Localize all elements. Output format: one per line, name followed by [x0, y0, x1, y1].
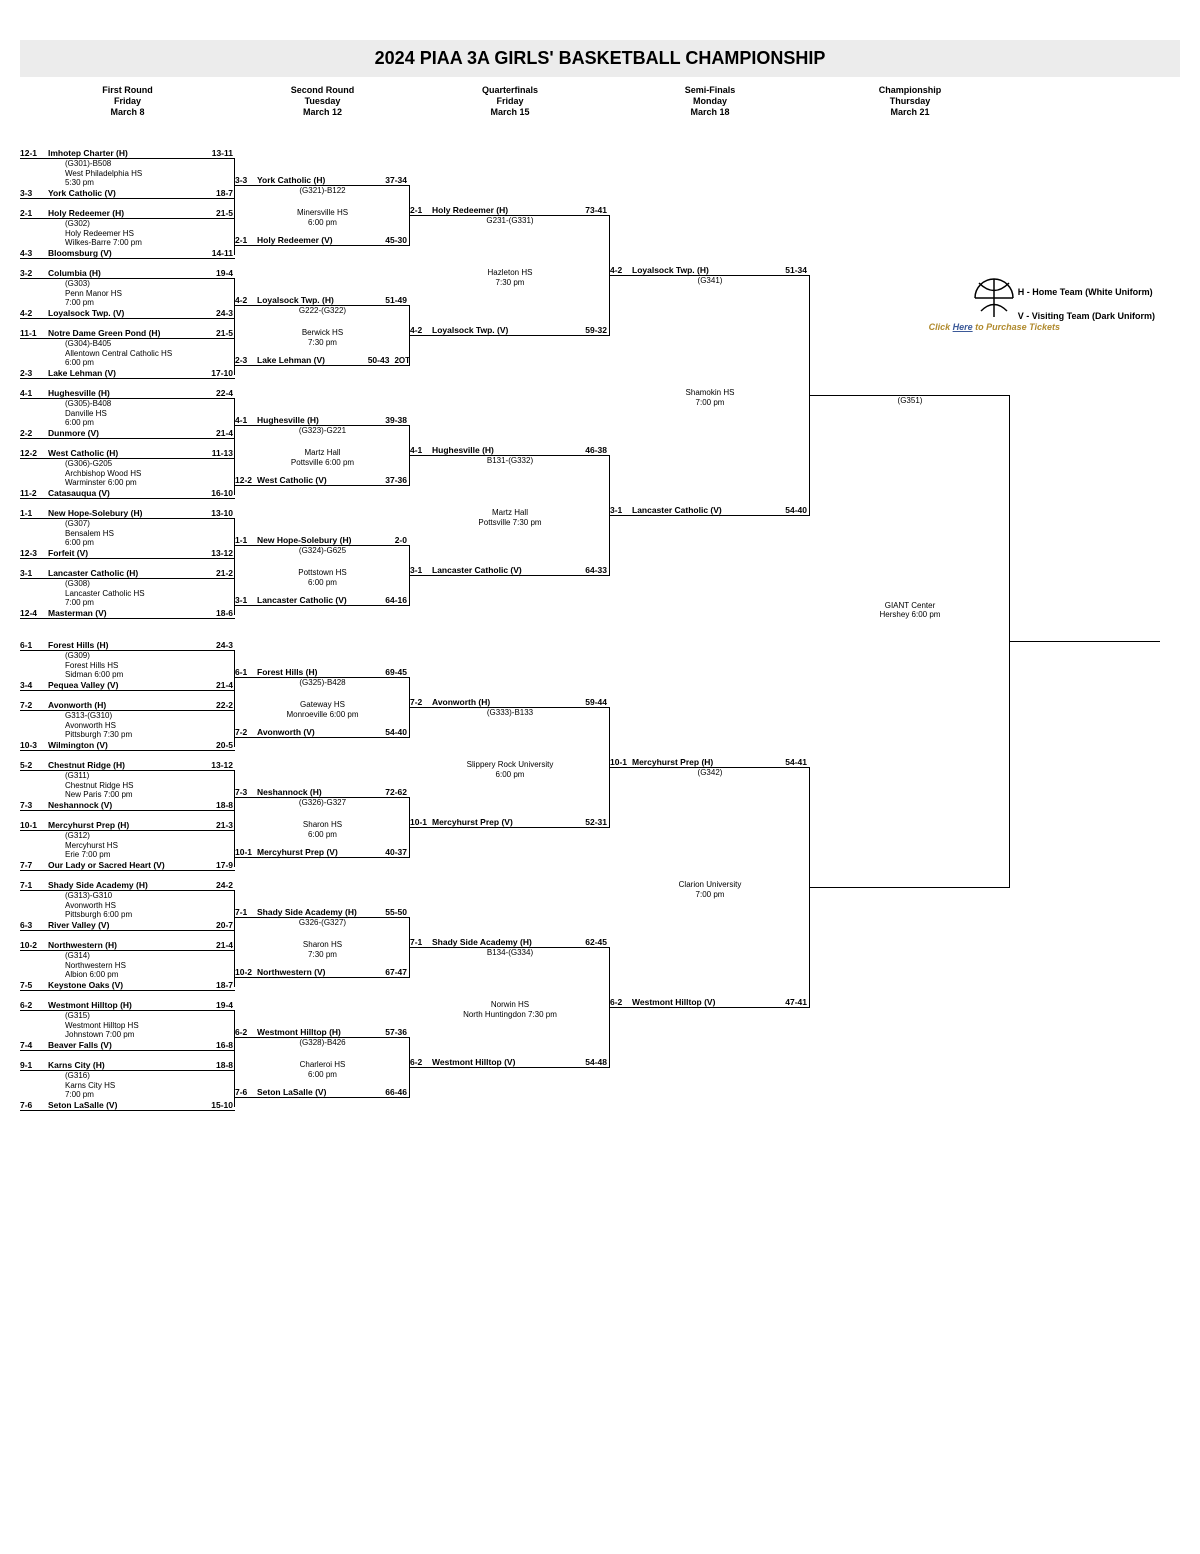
champion-line — [1010, 630, 1160, 642]
team-line: 2-1Holy Redeemer (H)21-5 — [20, 207, 235, 219]
team-line: 10-2Northwestern (V)67-47 — [235, 966, 410, 978]
team-line: 7-1Shady Side Academy (H)62-45 — [410, 936, 610, 948]
r1-game: 6-1Forest Hills (H)24-3(G309)Forest Hill… — [20, 639, 235, 691]
r1-game: 11-1Notre Dame Green Pond (H)21-5(G304)-… — [20, 327, 235, 379]
team-line: 7-6Seton LaSalle (V)66-46 — [235, 1086, 410, 1098]
team-line: 2-3Lake Lehman (V)50-432OT — [235, 354, 410, 366]
team-line: 7-4Beaver Falls (V)16-8 — [20, 1039, 235, 1051]
team-line: 3-1Lancaster Catholic (V)64-16 — [235, 594, 410, 606]
team-line: 1-1New Hope-Solebury (H)13-10 — [20, 507, 235, 519]
team-line: 12-3Forfeit (V)13-12 — [20, 547, 235, 559]
team-line: 6-1Forest Hills (H)69-45 — [235, 666, 410, 678]
team-line: 3-3York Catholic (V)18-7 — [20, 187, 235, 199]
header-r2: Second RoundTuesdayMarch 12 — [235, 85, 410, 117]
team-line: 10-1Mercyhurst Prep (V)40-37 — [235, 846, 410, 858]
team-line: 7-3Neshannock (V)18-8 — [20, 799, 235, 811]
r1-game: 10-1Mercyhurst Prep (H)21-3(G312)Mercyhu… — [20, 819, 235, 871]
bracket-page: 2024 PIAA 3A GIRLS' BASKETBALL CHAMPIONS… — [0, 0, 1200, 1247]
round-headers: First RoundFridayMarch 8 Second RoundTue… — [20, 85, 1180, 117]
team-line: 12-2West Catholic (V)37-36 — [235, 474, 410, 486]
team-line: 10-1Mercyhurst Prep (H)21-3 — [20, 819, 235, 831]
team-line: 4-2Loyalsock Twp. (H)51-49 — [235, 294, 410, 306]
team-line: 6-1Forest Hills (H)24-3 — [20, 639, 235, 651]
r1-game: 9-1Karns City (H)18-8(G316)Karns City HS… — [20, 1059, 235, 1111]
header-r1: First RoundFridayMarch 8 — [20, 85, 235, 117]
team-line: 7-5Keystone Oaks (V)18-7 — [20, 979, 235, 991]
team-line: 4-2Loyalsock Twp. (V)59-32 — [410, 324, 610, 336]
team-line: 7-2Avonworth (V)54-40 — [235, 726, 410, 738]
team-line: 2-1Holy Redeemer (V)45-30 — [235, 234, 410, 246]
team-line: 4-2Loyalsock Twp. (V)24-3 — [20, 307, 235, 319]
team-line: 10-3Wilmington (V)20-5 — [20, 739, 235, 751]
team-line: 2-2Dunmore (V)21-4 — [20, 427, 235, 439]
team-line: 12-4Masterman (V)18-6 — [20, 607, 235, 619]
team-line: 6-2Westmont Hilltop (V)47-41 — [610, 996, 810, 1008]
team-line: 4-2Loyalsock Twp. (H)51-34 — [610, 264, 810, 276]
r1-game: 12-2West Catholic (H)11-13(G306)-G205Arc… — [20, 447, 235, 499]
team-line — [810, 384, 1010, 396]
header-r4: Semi-FinalsMondayMarch 18 — [610, 85, 810, 117]
team-line: 7-6Seton LaSalle (V)15-10 — [20, 1099, 235, 1111]
r1-game: 7-2Avonworth (H)22-2G313-(G310)Avonworth… — [20, 699, 235, 751]
team-line: 6-2Westmont Hilltop (H)19-4 — [20, 999, 235, 1011]
team-line: 7-2Avonworth (H)59-44 — [410, 696, 610, 708]
header-r5: ChampionshipThursdayMarch 21 — [810, 85, 1010, 117]
r1-game: 6-2Westmont Hilltop (H)19-4(G315)Westmon… — [20, 999, 235, 1051]
r1-game: 12-1Imhotep Charter (H)13-11(G301)-B508W… — [20, 147, 235, 199]
team-line: 10-2Northwestern (H)21-4 — [20, 939, 235, 951]
team-line: 11-2Catasauqua (V)16-10 — [20, 487, 235, 499]
team-line: 10-1Mercyhurst Prep (H)54-41 — [610, 756, 810, 768]
r1-game: 3-1Lancaster Catholic (H)21-2(G308)Lanca… — [20, 567, 235, 619]
team-line: 3-1Lancaster Catholic (V)64-33 — [410, 564, 610, 576]
bracket: 12-1Imhotep Charter (H)13-11(G301)-B508W… — [20, 127, 1180, 1227]
team-line: 7-1Shady Side Academy (H)55-50 — [235, 906, 410, 918]
team-line: 7-7Our Lady or Sacred Heart (V)17-9 — [20, 859, 235, 871]
team-line — [810, 876, 1010, 888]
team-line: 6-3River Valley (V)20-7 — [20, 919, 235, 931]
team-line: 6-2Westmont Hilltop (H)57-36 — [235, 1026, 410, 1038]
r1-game: 2-1Holy Redeemer (H)21-5(G302)Holy Redee… — [20, 207, 235, 259]
page-title: 2024 PIAA 3A GIRLS' BASKETBALL CHAMPIONS… — [20, 40, 1180, 77]
team-line: 3-4Pequea Valley (V)21-4 — [20, 679, 235, 691]
team-line: 5-2Chestnut Ridge (H)13-12 — [20, 759, 235, 771]
team-line: 4-3Bloomsburg (V)14-11 — [20, 247, 235, 259]
team-line: 6-2Westmont Hilltop (V)54-48 — [410, 1056, 610, 1068]
team-line: 12-2West Catholic (H)11-13 — [20, 447, 235, 459]
team-line: 12-1Imhotep Charter (H)13-11 — [20, 147, 235, 159]
team-line: 4-1Hughesville (H)22-4 — [20, 387, 235, 399]
team-line: 7-3Neshannock (H)72-62 — [235, 786, 410, 798]
team-line: 7-1Shady Side Academy (H)24-2 — [20, 879, 235, 891]
r1-game: 3-2Columbia (H)19-4(G303)Penn Manor HS7:… — [20, 267, 235, 319]
team-line: 2-1Holy Redeemer (H)73-41 — [410, 204, 610, 216]
r1-game: 1-1New Hope-Solebury (H)13-10(G307)Bensa… — [20, 507, 235, 559]
team-line: 2-3Lake Lehman (V)17-10 — [20, 367, 235, 379]
team-line: 4-1Hughesville (H)39-38 — [235, 414, 410, 426]
team-line: 4-1Hughesville (H)46-38 — [410, 444, 610, 456]
header-r3: QuarterfinalsFridayMarch 15 — [410, 85, 610, 117]
team-line: 7-2Avonworth (H)22-2 — [20, 699, 235, 711]
team-line: 9-1Karns City (H)18-8 — [20, 1059, 235, 1071]
team-line: 11-1Notre Dame Green Pond (H)21-5 — [20, 327, 235, 339]
team-line: 3-1Lancaster Catholic (H)21-2 — [20, 567, 235, 579]
team-line: 3-3York Catholic (H)37-34 — [235, 174, 410, 186]
team-line: 1-1New Hope-Solebury (H)2-0 — [235, 534, 410, 546]
r1-game: 7-1Shady Side Academy (H)24-2(G313)-G310… — [20, 879, 235, 931]
team-line: 3-1Lancaster Catholic (V)54-40 — [610, 504, 810, 516]
r1-game: 5-2Chestnut Ridge (H)13-12(G311)Chestnut… — [20, 759, 235, 811]
team-line: 10-1Mercyhurst Prep (V)52-31 — [410, 816, 610, 828]
team-line: 3-2Columbia (H)19-4 — [20, 267, 235, 279]
r1-game: 10-2Northwestern (H)21-4(G314)Northweste… — [20, 939, 235, 991]
r1-game: 4-1Hughesville (H)22-4(G305)-B408Danvill… — [20, 387, 235, 439]
